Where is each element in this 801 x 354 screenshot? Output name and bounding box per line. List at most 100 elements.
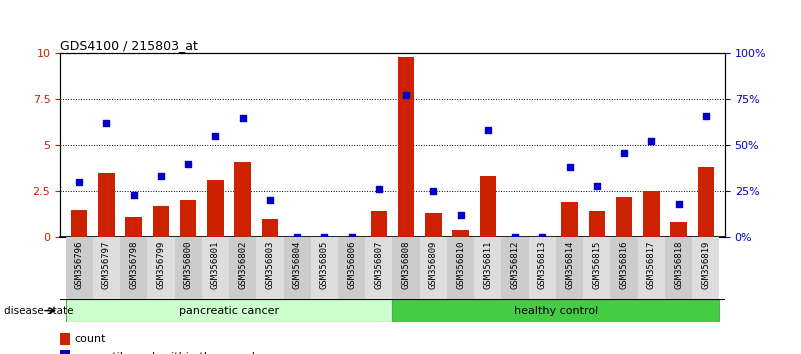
Point xyxy=(264,198,276,203)
Bar xyxy=(120,237,147,299)
Text: count: count xyxy=(74,334,106,344)
Bar xyxy=(60,333,70,345)
Text: GSM356812: GSM356812 xyxy=(510,240,520,289)
Bar xyxy=(420,237,447,299)
Text: GSM356808: GSM356808 xyxy=(401,240,411,289)
Point xyxy=(209,133,222,139)
Point xyxy=(699,113,712,119)
Bar xyxy=(480,176,496,237)
Bar xyxy=(589,211,605,237)
Bar xyxy=(207,180,223,237)
Point xyxy=(291,234,304,240)
Point xyxy=(427,188,440,194)
Bar xyxy=(262,219,278,237)
Text: GSM356805: GSM356805 xyxy=(320,240,329,289)
Bar xyxy=(175,237,202,299)
Bar xyxy=(583,237,610,299)
Point xyxy=(618,150,630,155)
Point xyxy=(318,234,331,240)
Bar xyxy=(284,237,311,299)
Point xyxy=(127,192,140,198)
Text: GSM356807: GSM356807 xyxy=(374,240,384,289)
Text: GSM356819: GSM356819 xyxy=(702,240,710,289)
Bar xyxy=(392,237,420,299)
Text: healthy control: healthy control xyxy=(514,306,598,316)
Text: GSM356801: GSM356801 xyxy=(211,240,220,289)
Text: GSM356798: GSM356798 xyxy=(129,240,138,289)
Point xyxy=(590,183,603,188)
Point xyxy=(645,139,658,144)
Point xyxy=(536,234,549,240)
Bar xyxy=(665,237,692,299)
Bar xyxy=(562,202,578,237)
Text: GSM356797: GSM356797 xyxy=(102,240,111,289)
Text: percentile rank within the sample: percentile rank within the sample xyxy=(74,352,262,354)
Text: GSM356799: GSM356799 xyxy=(156,240,165,289)
Bar xyxy=(453,230,469,237)
Text: GSM356813: GSM356813 xyxy=(537,240,547,289)
Bar xyxy=(180,200,196,237)
Text: pancreatic cancer: pancreatic cancer xyxy=(179,306,279,316)
Bar xyxy=(616,197,632,237)
Text: GSM356817: GSM356817 xyxy=(647,240,656,289)
Bar xyxy=(529,237,556,299)
Bar xyxy=(126,217,142,237)
Text: disease state: disease state xyxy=(4,306,74,316)
Text: GSM356796: GSM356796 xyxy=(74,240,83,289)
Bar xyxy=(153,206,169,237)
Bar xyxy=(643,191,659,237)
Bar xyxy=(229,237,256,299)
Point xyxy=(509,234,521,240)
Point xyxy=(182,161,195,166)
Point xyxy=(672,201,685,207)
Text: GSM356816: GSM356816 xyxy=(620,240,629,289)
Bar xyxy=(670,222,686,237)
Bar xyxy=(93,237,120,299)
Point xyxy=(345,234,358,240)
Bar xyxy=(365,237,392,299)
Text: GDS4100 / 215803_at: GDS4100 / 215803_at xyxy=(60,39,198,52)
Point xyxy=(236,115,249,120)
Text: GSM356806: GSM356806 xyxy=(347,240,356,289)
Bar xyxy=(71,210,87,237)
Point xyxy=(481,127,494,133)
Bar xyxy=(311,237,338,299)
Bar xyxy=(398,57,414,237)
Bar xyxy=(392,299,719,322)
Text: GSM356803: GSM356803 xyxy=(265,240,275,289)
Point xyxy=(454,212,467,218)
Text: GSM356809: GSM356809 xyxy=(429,240,438,289)
Text: GSM356802: GSM356802 xyxy=(238,240,248,289)
Text: GSM356804: GSM356804 xyxy=(292,240,302,289)
Text: GSM356815: GSM356815 xyxy=(593,240,602,289)
Bar xyxy=(66,237,93,299)
Text: GSM356800: GSM356800 xyxy=(183,240,192,289)
Bar xyxy=(202,237,229,299)
Point xyxy=(563,164,576,170)
Bar xyxy=(698,167,714,237)
Bar xyxy=(501,237,529,299)
Point xyxy=(100,120,113,126)
Text: GSM356810: GSM356810 xyxy=(456,240,465,289)
Text: GSM356818: GSM356818 xyxy=(674,240,683,289)
Bar xyxy=(99,173,115,237)
Bar xyxy=(474,237,501,299)
Point xyxy=(73,179,86,185)
Bar xyxy=(610,237,638,299)
Bar xyxy=(60,350,70,354)
Bar xyxy=(692,237,719,299)
Text: GSM356814: GSM356814 xyxy=(565,240,574,289)
Bar xyxy=(66,299,392,322)
Bar xyxy=(425,213,441,237)
Point xyxy=(155,173,167,179)
Bar xyxy=(556,237,583,299)
Bar xyxy=(447,237,474,299)
Text: GSM356811: GSM356811 xyxy=(483,240,493,289)
Bar xyxy=(235,162,251,237)
Bar xyxy=(371,211,387,237)
Point xyxy=(400,93,413,98)
Bar xyxy=(338,237,365,299)
Bar xyxy=(147,237,175,299)
Bar xyxy=(638,237,665,299)
Point xyxy=(372,187,385,192)
